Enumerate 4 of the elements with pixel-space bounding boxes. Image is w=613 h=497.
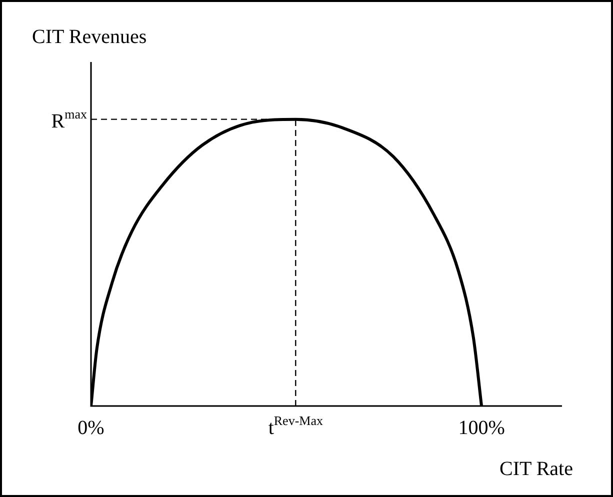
y-axis-title: CIT Revenues (32, 26, 147, 49)
x-tick-label: 100% (458, 417, 505, 439)
x-axis-title: CIT Rate (499, 458, 573, 481)
x-tick-label: 0% (78, 417, 104, 439)
